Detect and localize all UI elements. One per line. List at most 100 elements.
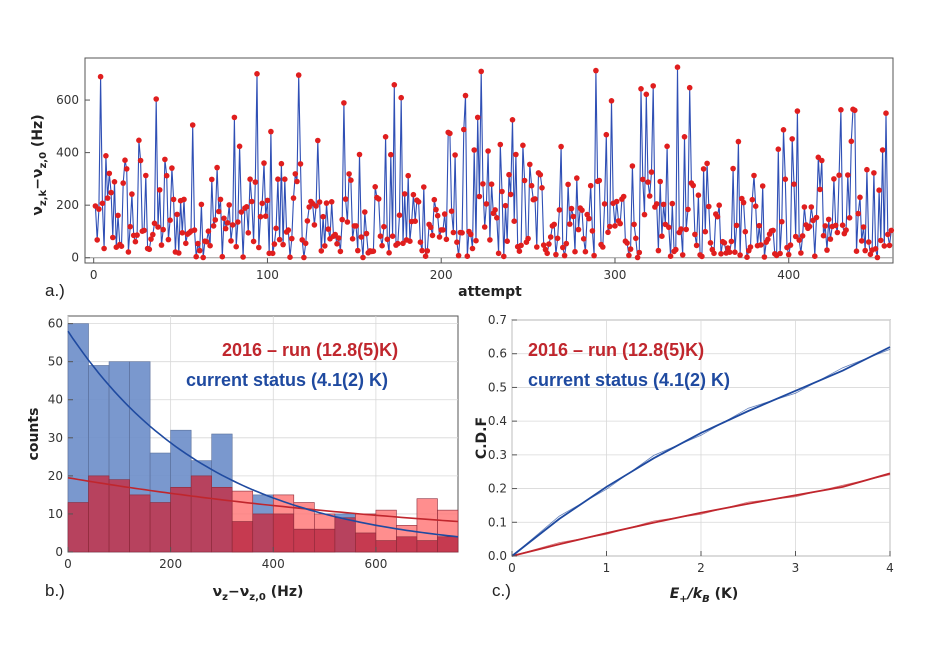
panel-a-data-point [636,249,643,256]
panel-a-data-point [640,176,646,183]
panel-a-data-point [245,230,252,236]
panel-a-data-point [262,213,269,219]
panel-a-data-point [94,237,100,243]
panel-a-data-point [332,231,339,238]
panel-a-data-point [624,240,630,246]
panel-a-data-point [655,247,662,254]
panel-a-data-point [525,235,531,242]
panel-a-data-point [353,223,359,229]
panel-a-data-point [278,160,285,167]
panel-a-data-point [806,223,813,230]
panel-a-data-point [375,196,382,202]
panel-a-data-point [433,206,439,213]
panel-a-data-point [349,236,356,242]
panel-b-bar-overlap [416,540,438,553]
panel-a-data-point [129,191,135,197]
panel-a-data-point [560,244,566,251]
panel-a-data-point [789,136,795,142]
panel-a-data-point [613,198,620,205]
panel-a-data-point [631,221,637,228]
panel-a-data-point [881,243,888,249]
panel-c-xtick-label: 2 [697,561,705,575]
panel-a-data-point [198,201,205,208]
panel-a-data-point [471,147,478,153]
panel-a-data-point [389,233,396,239]
panel-a-data-point [765,236,771,243]
panel-a-data-point [659,233,665,239]
panel-a-data-point [563,240,570,247]
panel-b-ytick-label: 40 [48,393,63,407]
panel-a-data-point [770,227,776,234]
panel-b-bar-overlap [314,528,336,553]
panel-a-data-point [787,242,794,248]
panel-a-data-point [836,172,842,178]
panel-a-data-point [504,238,511,244]
panel-c-ytick-label: 0.1 [488,515,507,529]
panel-a-data-point [878,237,884,244]
panel-a-data-point [832,222,839,229]
panel-a-data-point [431,196,438,203]
panel-b-fit-2016 [67,477,459,523]
panel-a-data-point [718,251,724,257]
panel-a-data-point [108,189,114,196]
panel-a-data-point [824,247,830,253]
panel-a-data-point [176,250,182,256]
panel-a-data-point [831,176,837,182]
panel-a-ytick-label: 600 [56,93,79,107]
panel-a-data-point [407,238,413,244]
panel-a-data-point [725,245,731,251]
panel-a-data-point [195,240,201,247]
panel-a-data-point [728,238,735,245]
panel-b-bar-2016 [88,475,110,553]
panel-c-ecdf-current [511,348,891,557]
panel-a-data-point [843,227,849,233]
panel-a-data-point [464,253,471,259]
panel-a-data-point [838,107,844,113]
panel-a-data-point [848,138,855,145]
panel-a-data-point [450,229,457,236]
panel-a-data-point [219,253,226,260]
panel-b-xtick-label: 200 [159,557,182,571]
panel-a-data-point [857,194,863,201]
panel-a-data-point [886,242,893,249]
panel-a-data-point [553,251,559,258]
panel-a-data-point [289,235,295,242]
panel-a-data-point [189,122,196,128]
panel-a-data-point [207,242,213,249]
panel-a-data-point [855,210,861,217]
panel-a-data-point [561,252,568,259]
panel-a-data-point [580,236,587,242]
panel-a-data-point [110,234,116,241]
panel-a-data-point [827,236,834,242]
panel-a-data-point [155,224,161,230]
panel-a-data-point [721,240,728,246]
panel-b-bar-2016 [211,486,233,553]
panel-a-data-point [151,220,158,227]
panel-a-data-point [160,226,166,233]
panel-a-data-point [693,242,700,249]
panel-a-data-point [839,222,846,228]
panel-a-data-point [320,213,326,220]
panel-a-data-point [405,172,412,179]
panel-a-data-point [193,253,199,260]
panel-a-data-point [295,72,302,78]
panel-a-data-point [252,179,259,185]
panel-a-data-point [858,238,865,244]
panel-b-ytick-label: 20 [48,469,63,483]
panel-a-data-point [410,191,417,198]
panel-a-data-point [240,254,246,260]
panel-a-data-point [287,254,293,260]
panel-a-data-point [209,176,215,183]
panel-a-data-point [716,202,722,208]
panel-a-data-point [136,137,142,144]
panel-a-data-point [337,248,344,255]
panel-a-data-point [323,200,330,206]
panel-a-data-point [412,218,419,224]
panel-a-data-point [273,225,279,232]
panel-a-data-point [735,138,742,145]
panel-a-data-point [605,229,611,236]
panel-a-data-point [634,254,641,261]
panel-a-data-point [740,199,747,206]
panel-a-data-point [593,67,599,74]
panel-a-data-point [568,205,575,212]
